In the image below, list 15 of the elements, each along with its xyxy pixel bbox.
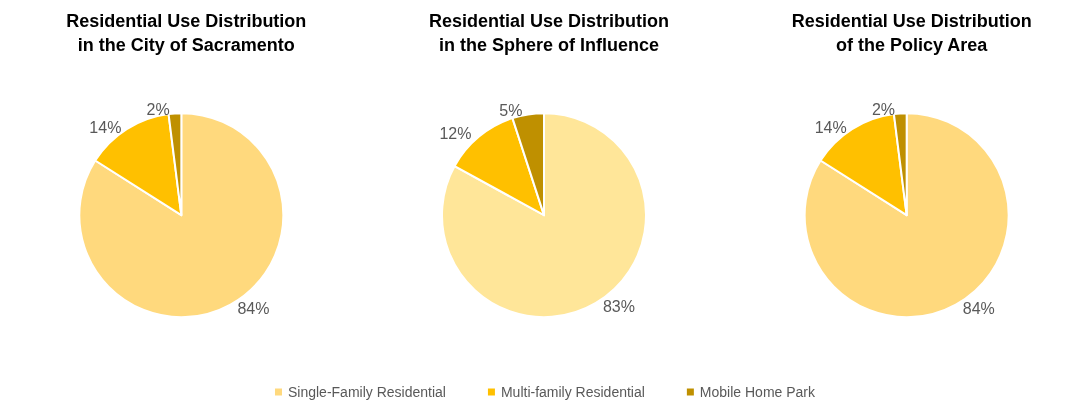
data-label: 5% [499, 101, 523, 119]
data-label: 84% [962, 299, 995, 317]
data-label: 84% [237, 299, 270, 317]
chart-title: Residential Use Distribution in the Sphere of Influence [428, 11, 670, 55]
data-label: 14% [89, 118, 122, 136]
legend-label: Mobile Home Park [699, 384, 817, 400]
data-label: 83% [602, 297, 635, 315]
data-label: 14% [814, 118, 847, 136]
data-label: 2% [871, 100, 896, 118]
legend-label: Single-Family Residential [287, 384, 446, 400]
data-label: 12% [439, 125, 472, 143]
chart-title: Residential Use Distribution of the Policy Area [791, 11, 1032, 55]
data-label: 2% [146, 100, 170, 118]
chart-title: Residential Use Distribution in the City of Sacramento [66, 11, 307, 55]
legend-label: Multi-family Residential [500, 384, 645, 400]
